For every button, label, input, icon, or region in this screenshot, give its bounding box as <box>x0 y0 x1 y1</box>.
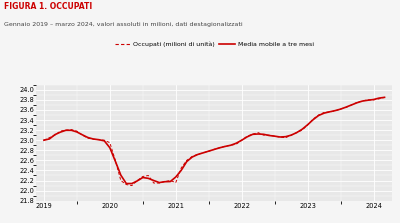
Text: Gennaio 2019 – marzo 2024, valori assoluti in milioni, dati destagionalizzati: Gennaio 2019 – marzo 2024, valori assolu… <box>4 22 243 27</box>
Text: FIGURA 1. OCCUPATI: FIGURA 1. OCCUPATI <box>4 2 92 11</box>
Legend: Occupati (milioni di unità), Media mobile a tre mesi: Occupati (milioni di unità), Media mobil… <box>112 39 316 50</box>
